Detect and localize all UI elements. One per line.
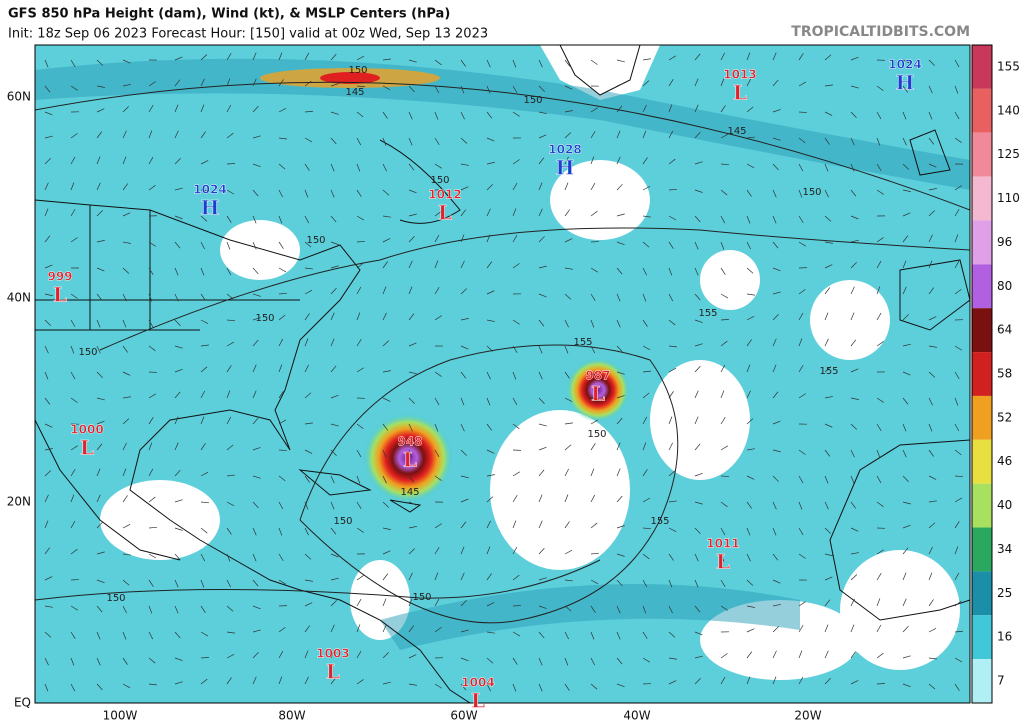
colorbar-label: 155 — [997, 59, 1020, 73]
center-pressure: 987 — [585, 369, 610, 383]
colorbar-label: 7 — [997, 674, 1005, 688]
colorbar-label: 64 — [997, 323, 1012, 337]
lat-label: EQ — [14, 696, 31, 710]
contour-label: 150 — [306, 235, 325, 246]
colorbar-segment — [972, 264, 992, 308]
center-symbol: L — [326, 660, 340, 684]
center-symbol: L — [438, 201, 452, 225]
colorbar-segment — [972, 528, 992, 572]
colorbar-segment — [972, 440, 992, 484]
credit: TROPICALTIDBITS.COM — [791, 24, 970, 40]
colorbar-label: 140 — [997, 103, 1020, 117]
title: GFS 850 hPa Height (dam), Wind (kt), & M… — [8, 7, 450, 22]
barb — [227, 163, 235, 164]
center-symbol: L — [53, 283, 67, 307]
colorbar-label: 25 — [997, 586, 1012, 600]
colorbar-label: 52 — [997, 410, 1012, 424]
contour-label: 150 — [430, 175, 449, 186]
colorbar-label: 40 — [997, 498, 1012, 512]
colorbar-label: 16 — [997, 630, 1012, 644]
lon-label: 20W — [794, 709, 821, 723]
center-symbol: L — [403, 448, 417, 472]
contour-label: 150 — [348, 65, 367, 76]
colorbar-label: 110 — [997, 191, 1020, 205]
center-symbol: L — [733, 81, 747, 105]
center-pressure: 1013 — [723, 68, 756, 82]
colorbar-label: 96 — [997, 235, 1012, 249]
center-pressure: 1011 — [706, 537, 739, 551]
colorbar-label: 58 — [997, 367, 1012, 381]
lat-label: 20N — [7, 495, 31, 509]
contour-label: 145 — [345, 87, 364, 98]
center-symbol: H — [201, 196, 220, 220]
contour-label: 150 — [106, 593, 125, 604]
contour-label: 145 — [727, 126, 746, 137]
colorbar-label: 125 — [997, 147, 1020, 161]
contour-label: 155 — [819, 366, 838, 377]
lat-label: 40N — [7, 291, 31, 305]
colorbar-segment — [972, 89, 992, 133]
colorbar-segment — [972, 177, 992, 221]
center-symbol: L — [591, 382, 605, 406]
contour-label: 150 — [333, 516, 352, 527]
center-symbol: L — [80, 436, 94, 460]
center-pressure: 1003 — [316, 647, 349, 661]
colorbar-segment — [972, 659, 992, 703]
colorbar-segment — [972, 352, 992, 396]
center-pressure: 1024 — [193, 183, 226, 197]
center-pressure: 999 — [47, 270, 72, 284]
center-symbol: L — [716, 550, 730, 574]
contour-label: 155 — [698, 308, 717, 319]
center-symbol: H — [896, 71, 915, 95]
contour-label: 150 — [523, 95, 542, 106]
contour-label: 155 — [573, 337, 592, 348]
contour-label: 145 — [400, 487, 419, 498]
center-symbol: H — [556, 156, 575, 180]
contour-label: 150 — [255, 313, 274, 324]
colorbar-label: 80 — [997, 279, 1012, 293]
colorbar-segment — [972, 220, 992, 264]
lat-label: 60N — [7, 90, 31, 104]
colorbar-segment — [972, 133, 992, 177]
colorbar-segment — [972, 308, 992, 352]
lon-label: 100W — [103, 709, 138, 723]
lon-label: 80W — [278, 709, 305, 723]
center-pressure: 1000 — [70, 423, 103, 437]
contour-label: 155 — [650, 516, 669, 527]
colorbar-segment — [972, 615, 992, 659]
center-symbol: L — [471, 689, 485, 713]
contour-label: 150 — [587, 429, 606, 440]
subtitle: Init: 18z Sep 06 2023 Forecast Hour: [15… — [8, 27, 488, 42]
contour-label: 150 — [78, 347, 97, 358]
center-pressure: 1004 — [461, 676, 494, 690]
colorbar-label: 46 — [997, 454, 1012, 468]
colorbar-label: 34 — [997, 542, 1012, 556]
colorbar-segment — [972, 484, 992, 528]
center-pressure: 948 — [397, 435, 422, 449]
colorbar-segment — [972, 571, 992, 615]
contour-label: 150 — [802, 187, 821, 198]
center-pressure: 1028 — [548, 143, 581, 157]
center-pressure: 1012 — [428, 188, 461, 202]
contour-label: 150 — [412, 592, 431, 603]
colorbar-segment — [972, 45, 992, 89]
lon-label: 40W — [623, 709, 650, 723]
colorbar-segment — [972, 396, 992, 440]
center-pressure: 1024 — [888, 58, 921, 72]
